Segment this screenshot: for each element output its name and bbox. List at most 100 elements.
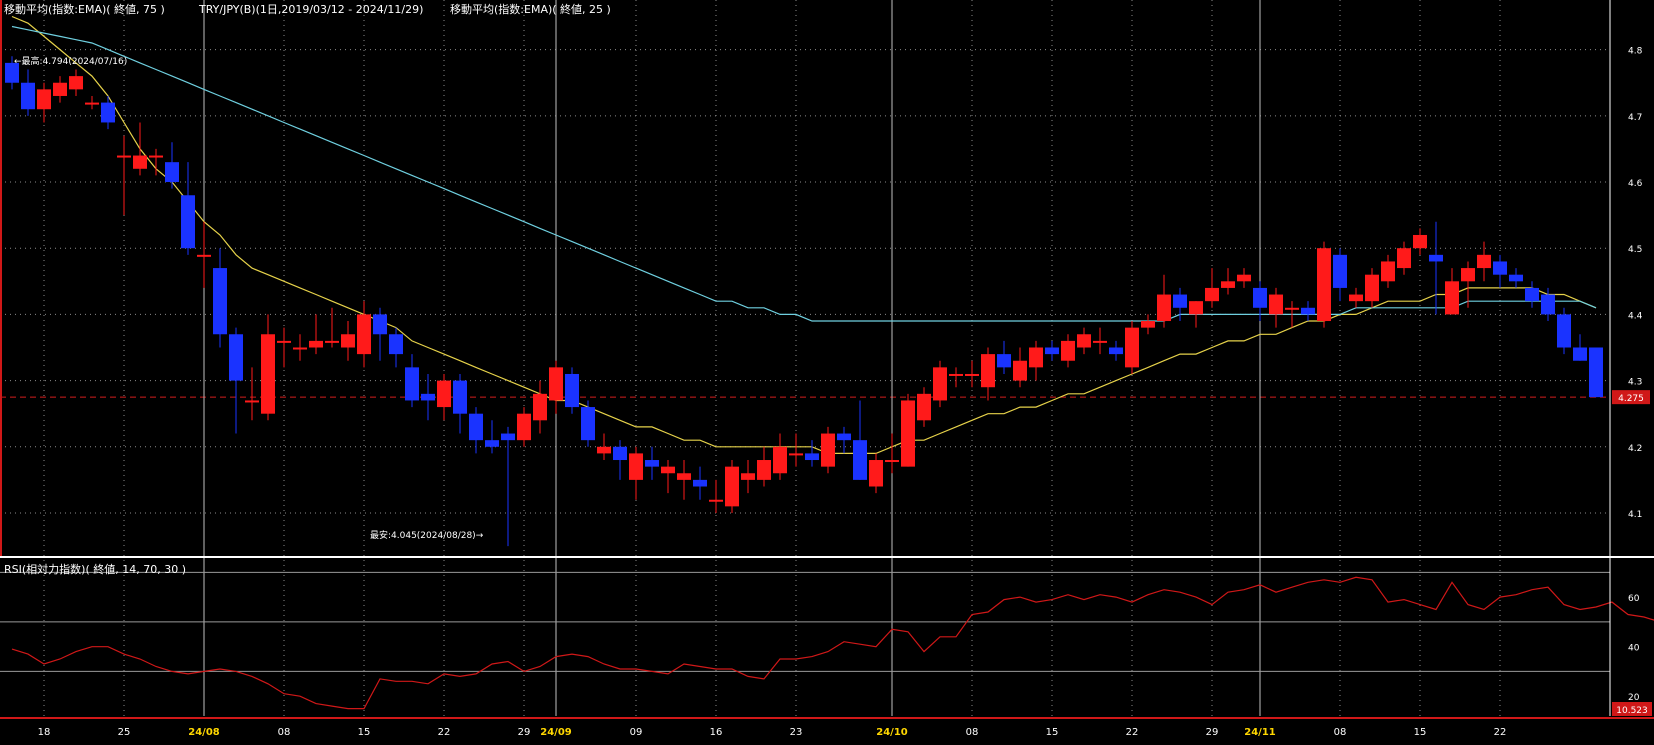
candle-body [373,314,387,335]
candle [565,367,579,414]
rsi-legend: RSI(相対力指数)( 終値, 14, 70, 30 ) [4,562,186,576]
candle-body [437,380,451,408]
candle [1253,281,1267,322]
candle [773,433,787,480]
x-tick-label: 24/08 [188,727,220,738]
candle [597,433,611,461]
x-tick-label: 24/11 [1244,727,1276,738]
candle [1317,241,1331,328]
rsi-tick-label: 20 [1628,693,1640,703]
candle-body [1413,234,1427,249]
candle [1477,241,1491,282]
candle-body [389,334,403,355]
candle-body [933,367,947,401]
candle-body [597,446,611,454]
candle [693,466,707,500]
candle-body [869,460,883,487]
candle [325,307,339,348]
x-tick-label: 22 [1126,727,1139,738]
candle-body [37,89,51,110]
candle-body [325,340,339,343]
x-tick-label: 16 [710,727,723,738]
candle [485,420,499,454]
price-tick-label: 4.6 [1628,179,1643,189]
candle-body [1285,307,1299,310]
candle [101,95,115,130]
candle [981,347,995,401]
candle [1573,334,1587,361]
candle-body [101,102,115,123]
candle-body [549,367,563,401]
candle-body [565,373,579,408]
candle-body [421,393,435,401]
candle [1525,281,1539,308]
candle-body [1109,347,1123,355]
candle-body [1333,254,1347,288]
candle-body [453,380,467,414]
candle-body [1493,261,1507,275]
candle-body [1397,248,1411,269]
price-tick-label: 4.4 [1628,311,1643,321]
candle-body [149,155,163,158]
candle-body [5,62,19,83]
candle-body [1189,301,1203,315]
high-annotation: ←最高:4.794(2024/07/16) [14,55,127,67]
candle [885,433,899,474]
candle [341,321,355,361]
candle [293,334,307,361]
candle [501,426,515,547]
candle-body [485,440,499,447]
candle-body [1077,334,1091,348]
candle [1429,221,1443,315]
candle [1045,340,1059,361]
candle-body [1205,287,1219,302]
candle-body [1349,294,1363,302]
x-tick-label: 22 [438,727,451,738]
candle-body [581,407,595,441]
candle [149,148,163,176]
candle-body [997,354,1011,368]
candle [725,460,739,513]
candle [1093,327,1107,355]
price-tick-label: 4.8 [1628,47,1643,57]
candle-body [1573,347,1587,361]
candle [37,82,51,123]
candle [1141,314,1155,335]
candle [997,340,1011,374]
candle [853,400,867,480]
candle [965,360,979,388]
candle-body [693,479,707,487]
candle [373,307,387,361]
candle-body [789,453,803,456]
candle-body [341,334,355,348]
candle [69,69,83,96]
candle-body [821,433,835,467]
candle [5,56,19,90]
candle [1013,347,1027,388]
price-tick-label: 4.3 [1628,378,1642,388]
candle [1077,327,1091,355]
candle [405,354,419,408]
candle-body [1381,261,1395,282]
candle-body [661,466,675,474]
candle [1349,287,1363,308]
candle [1509,268,1523,288]
candle-body [165,162,179,183]
candle-body [709,499,723,502]
candle-body [1173,294,1187,308]
candle-body [293,347,307,350]
candle-body [85,102,99,105]
candle-body [1317,248,1331,322]
candle [277,327,291,368]
candle [453,373,467,434]
ema25-legend: 移動平均(指数:EMA)( 終値, 25 ) [450,2,611,16]
candle-body [117,155,131,158]
candle [85,95,99,110]
x-tick-label: 15 [1046,727,1059,738]
candle-body [837,433,851,441]
candle-body [853,440,867,480]
current-price-label: 4.275 [1618,394,1644,404]
x-tick-label: 29 [1206,727,1219,738]
candle-body [1509,274,1523,282]
candle-body [677,473,691,480]
